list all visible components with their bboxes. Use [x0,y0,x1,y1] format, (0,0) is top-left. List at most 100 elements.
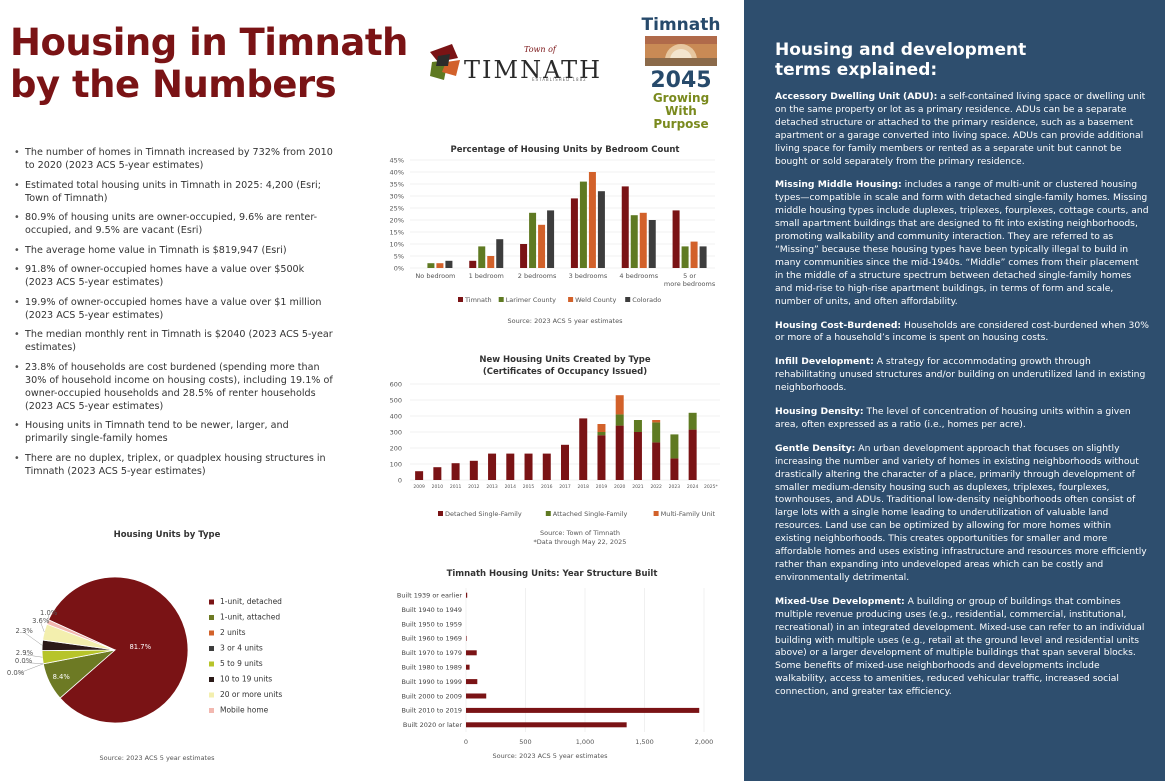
x-tick-label: 0 [464,738,468,746]
legend-swatch [209,692,214,698]
stacked-bar-segment [433,467,442,480]
x-tick-label: 2021 [632,484,644,490]
stacked-bar-segment [688,429,697,480]
bar [466,707,700,713]
legend-label: 20 or more units [220,690,282,699]
y-category-label: Built 1980 to 1989 [401,664,462,672]
x-tick-label: 2019 [596,484,608,490]
term-label: Missing Middle Housing: [775,179,902,191]
fact-item: 23.8% of households are cost burdened (s… [14,361,334,413]
legend-swatch [653,511,659,516]
pie-value-label: 1.0% [40,609,58,617]
legend-swatch [568,297,574,302]
term-infill: Infill Development: A strategy for accom… [775,356,1149,395]
bedroom-chart-source: Source: 2023 ACS 5 year estimates [507,317,623,325]
y-tick-label: 35% [390,181,404,189]
x-tick-label: 1,500 [635,738,654,746]
stacked-bar-segment [615,425,624,480]
bar [487,256,495,268]
x-tick-label: 2017 [559,484,571,490]
fact-item: Estimated total housing units in Timnath… [14,179,334,205]
term-definition: a self-contained living space or dwellin… [775,91,1146,167]
fact-item: 80.9% of housing units are owner-occupie… [14,211,334,237]
plan-logo-landscape-icon [645,36,717,76]
fact-item: 91.8% of owner-occupied homes have a val… [14,263,334,289]
legend-swatch [498,297,504,302]
legend-label: 1-unit, attached [220,613,280,622]
pie-value-label: 81.7% [129,643,151,651]
y-category-label: Built 2010 to 2019 [401,707,462,715]
leader-line [47,614,49,622]
bar [427,263,435,268]
stacked-bar-segment [469,460,478,480]
stacked-bar-segment [633,420,642,432]
x-tick-label: 2011 [450,484,462,490]
y-category-label: Built 1970 to 1979 [401,649,462,657]
legend-swatch [625,297,631,302]
y-category-label: Built 1950 to 1959 [401,620,462,628]
bar [529,212,537,268]
term-label: Infill Development: [775,356,874,368]
term-definition: A strategy for accommodating growth thro… [775,356,1146,394]
stacked-bar-segment [597,435,606,480]
year-built-chart-source: Source: 2023 ACS 5 year estimates [492,752,608,760]
pie-value-label: 2.3% [16,627,34,635]
term-label: Housing Cost-Burdened: [775,319,902,331]
legend-label: Mobile home [220,706,269,715]
bar [466,679,478,685]
x-tick-label: 2016 [541,484,553,490]
new-units-chart-title-line1: New Housing Units Created by Type [479,355,651,365]
town-logo-wordmark: TIMNATH [464,56,603,84]
x-tick-label: 3 bedrooms [569,272,608,280]
fact-item: Housing units in Timnath tend to be newe… [14,419,334,445]
legend-label: Timnath [464,296,492,304]
bar [681,246,689,268]
facts-list: The number of homes in Timnath increased… [14,146,334,484]
x-tick-label: No bedroom [415,272,455,280]
term-label: Gentle Density: [775,442,856,454]
y-tick-label: 10% [390,241,404,249]
y-category-label: Built 1990 to 1999 [401,678,462,686]
stacked-bar-segment [652,442,661,480]
stacked-bar-segment [652,422,661,443]
fact-item: The number of homes in Timnath increased… [14,146,334,172]
stacked-bar-segment [652,420,661,423]
x-tick-label: 2015 [523,484,535,490]
y-tick-label: 20% [390,217,404,225]
plan-logo-top: Timnath [641,15,721,35]
pie-value-label: 3.6% [32,617,50,625]
bar [621,186,629,268]
legend-swatch [209,615,214,620]
town-logo: Town of TIMNATH ESTABLISHED 1882 [428,42,624,84]
stacked-bar-segment [451,463,460,480]
y-tick-label: 30% [390,193,404,201]
legend-swatch [209,646,214,651]
bar [538,224,546,268]
y-tick-label: 0% [394,265,404,273]
x-tick-label: 2023 [669,484,681,490]
legend-label: 10 to 19 units [220,675,272,684]
pie-chart-title: Housing Units by Type [114,530,221,540]
y-category-label: Built 1939 or earlier [397,592,462,600]
housing-type-pie-chart: Housing Units by Type 81.7%8.4%0.0%0.0%2… [7,530,282,762]
y-tick-label: 40% [390,169,404,177]
x-tick-label: 2020 [614,484,626,490]
bar [469,260,477,268]
legend-label: Weld County [575,296,616,304]
x-tick-label: 2025* [704,484,718,490]
x-tick-label: 2009 [413,484,425,490]
bar [630,215,638,268]
x-tick-label: 5 or [683,272,696,280]
legend-label: Multi-Family Unit [661,510,716,518]
fact-item: The average home value in Timnath is $81… [14,244,334,257]
pie-value-label: 0.0% [7,669,25,677]
term-missing-middle: Missing Middle Housing: includes a range… [775,179,1149,308]
stacked-bar-segment [542,453,551,480]
plan-logo: Timnath 2045 Growing With Purpose [636,15,726,131]
term-adu: Accessory Dwelling Unit (ADU): a self-co… [775,91,1149,168]
stacked-bar-segment [615,395,624,415]
page-title-line2: by the Numbers [10,63,337,106]
y-category-label: Built 2020 or later [403,721,462,729]
pie-value-label: 8.4% [53,673,71,681]
legend-label: 1-unit, detached [220,597,282,606]
